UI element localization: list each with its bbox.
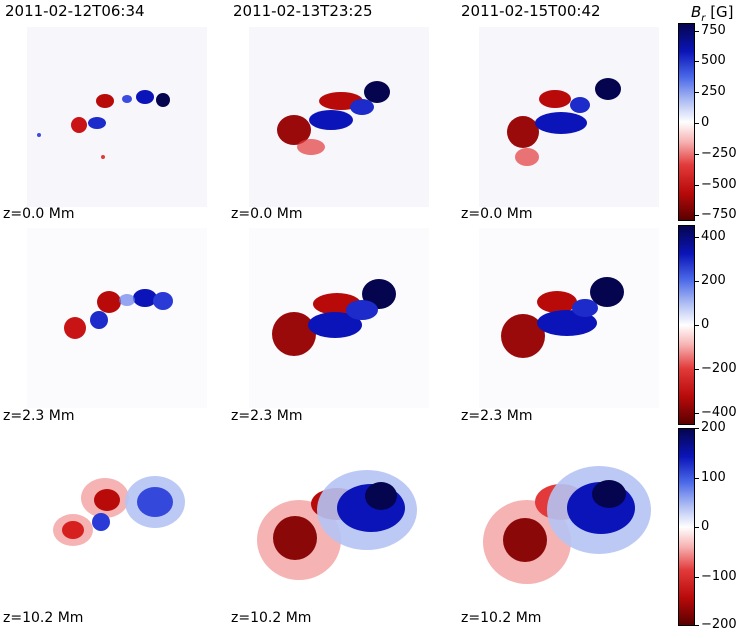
column-title-3: 2011-02-15T00:42: [461, 2, 601, 20]
z-label-r1-c1: z=0.0 Mm: [3, 206, 75, 222]
magnetogram-panel-r1-c3: [479, 27, 659, 207]
colorbar-tick-label: 500: [701, 53, 726, 68]
colorbar-tick: [695, 413, 699, 414]
colorbar-tick-label: 0: [701, 115, 710, 130]
colorbar-tick-label: 200: [701, 420, 726, 435]
magnetogram-panel-r2-c2: [249, 228, 429, 408]
colorbar-tick: [695, 237, 699, 238]
colorbar-tick-label: −750: [701, 207, 737, 222]
colorbar-tick-label: 0: [701, 519, 710, 534]
colorbar-tick-label: −400: [701, 405, 737, 420]
z-label-r2-c3: z=2.3 Mm: [461, 408, 533, 424]
colorbar-tick: [695, 185, 699, 186]
z-label-r1-c2: z=0.0 Mm: [231, 206, 303, 222]
colorbar-tick: [695, 625, 699, 626]
z-label-r3-c1: z=10.2 Mm: [3, 610, 84, 626]
colorbar-tick-label: −200: [701, 361, 737, 376]
magnetogram-panel-r2-c3: [479, 228, 659, 408]
z-label-r3-c3: z=10.2 Mm: [461, 610, 542, 626]
colorbar-row-1: [678, 23, 695, 221]
colorbar-tick-label: 0: [701, 317, 710, 332]
colorbar-tick: [695, 369, 699, 370]
z-label-r3-c2: z=10.2 Mm: [231, 610, 312, 626]
colorbar-tick: [695, 215, 699, 216]
z-label-r2-c2: z=2.3 Mm: [231, 408, 303, 424]
colorbar-tick: [695, 325, 699, 326]
colorbar-tick: [695, 428, 699, 429]
z-label-r2-c1: z=2.3 Mm: [3, 408, 75, 424]
colorbar-title: Br [G]: [691, 3, 734, 24]
colorbar-tick-label: 750: [701, 23, 726, 38]
magnetogram-panel-r1-c2: [249, 27, 429, 207]
colorbar-tick: [695, 92, 699, 93]
colorbar-tick: [695, 61, 699, 62]
colorbar-tick: [695, 154, 699, 155]
colorbar-tick-label: 200: [701, 273, 726, 288]
colorbar-row-2: [678, 225, 695, 425]
colorbar-tick: [695, 527, 699, 528]
column-title-2: 2011-02-13T23:25: [233, 2, 373, 20]
magnetogram-panel-r3-c1: [27, 430, 207, 610]
magnetogram-panel-r1-c1: [27, 27, 207, 207]
colorbar-tick: [695, 478, 699, 479]
magnetogram-panel-r3-c2: [249, 430, 429, 610]
colorbar-tick-label: −500: [701, 177, 737, 192]
colorbar-row-3: [678, 428, 695, 626]
colorbar-tick: [695, 31, 699, 32]
colorbar-tick: [695, 123, 699, 124]
magnetogram-panel-r3-c3: [479, 430, 659, 610]
colorbar-tick: [695, 577, 699, 578]
colorbar-tick-label: −250: [701, 146, 737, 161]
colorbar-tick-label: 250: [701, 84, 726, 99]
colorbar-tick: [695, 281, 699, 282]
colorbar-tick-label: −200: [701, 617, 737, 632]
colorbar-tick-label: −100: [701, 569, 737, 584]
colorbar-tick-label: 400: [701, 229, 726, 244]
magnetogram-panel-r2-c1: [27, 228, 207, 408]
colorbar-tick-label: 100: [701, 470, 726, 485]
column-title-1: 2011-02-12T06:34: [5, 2, 145, 20]
z-label-r1-c3: z=0.0 Mm: [461, 206, 533, 222]
